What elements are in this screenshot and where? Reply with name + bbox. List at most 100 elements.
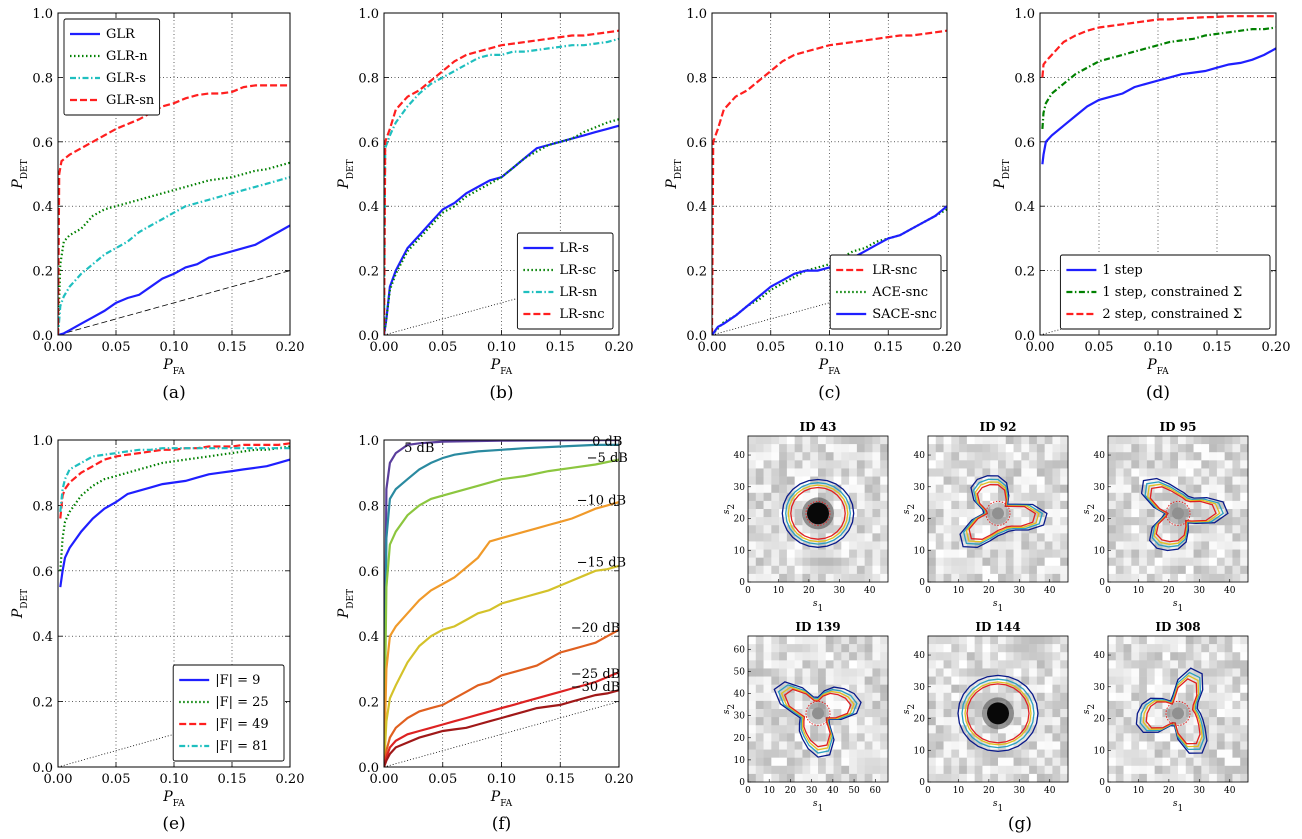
pixel — [1178, 476, 1187, 485]
pixel — [849, 676, 858, 685]
pixel — [1052, 484, 1061, 494]
pixel — [951, 557, 960, 567]
pixel — [928, 668, 937, 677]
pixel — [1013, 549, 1022, 558]
pixel — [935, 525, 944, 534]
pixel — [959, 573, 968, 583]
pixel — [1178, 565, 1187, 575]
pixel — [1162, 573, 1171, 583]
pixel — [1131, 636, 1140, 645]
pixel — [998, 644, 1007, 653]
pixel — [1185, 765, 1194, 775]
series-line-b-2 — [384, 37, 619, 335]
pixel — [763, 484, 772, 494]
pixel — [1060, 660, 1069, 669]
pixel — [1036, 749, 1045, 758]
x-tick-label: 30 — [1014, 786, 1026, 796]
pixel — [1178, 573, 1187, 583]
pixel — [1193, 484, 1202, 494]
x-axis-label: s1 — [813, 799, 823, 814]
pixel — [1044, 741, 1053, 750]
pixel — [856, 492, 865, 502]
pixel — [1193, 773, 1202, 783]
pixel — [1139, 668, 1148, 677]
pixel — [779, 525, 788, 534]
pixel — [748, 741, 757, 750]
pixel — [1123, 525, 1132, 534]
pixel — [1209, 557, 1218, 567]
pixel — [880, 460, 889, 469]
pixel — [1005, 636, 1014, 645]
pixel — [1224, 700, 1233, 710]
pixel — [1209, 668, 1218, 677]
pixel — [810, 468, 819, 477]
pixel — [880, 741, 889, 750]
series-line-a-3 — [58, 84, 290, 335]
pixel — [864, 565, 873, 575]
pixel — [1060, 468, 1069, 477]
pixel — [786, 757, 795, 767]
x-tick-label: 0 — [925, 786, 931, 796]
pixel — [935, 700, 944, 710]
pixel — [1029, 652, 1038, 661]
pixel — [1123, 549, 1132, 558]
pixel — [928, 725, 937, 734]
pixel — [1170, 676, 1179, 685]
pixel — [864, 452, 873, 461]
pixel — [943, 500, 952, 510]
pixel — [1162, 749, 1171, 758]
pixel — [1044, 533, 1053, 542]
pixel — [849, 436, 858, 445]
legend-label-2: LR-sn — [559, 285, 597, 300]
pixel — [1013, 717, 1022, 726]
pixel — [959, 660, 968, 669]
pixel — [1201, 509, 1210, 518]
pixel — [1013, 660, 1022, 669]
pixel — [794, 717, 803, 726]
pixel — [833, 684, 842, 694]
pixel — [1139, 500, 1148, 510]
pixel — [1216, 557, 1225, 567]
center-blob — [987, 702, 1009, 725]
y-tick-label: 1.0 — [358, 7, 379, 22]
pixel — [818, 636, 827, 645]
pixel — [982, 436, 991, 445]
pixel — [880, 733, 889, 742]
pixel — [849, 468, 858, 477]
pixel — [959, 709, 968, 718]
pixel — [1131, 492, 1140, 502]
center-blob — [1172, 507, 1184, 520]
pixel — [786, 660, 795, 669]
pixel — [802, 452, 811, 461]
x-tick-label: 20 — [803, 586, 815, 596]
pixel — [802, 709, 811, 718]
pixel — [1029, 452, 1038, 461]
pixel — [1216, 644, 1225, 653]
pixel — [818, 660, 827, 669]
x-tick-label: 0.00 — [1026, 340, 1055, 355]
pixel — [1131, 725, 1140, 734]
pixel — [763, 757, 772, 767]
pixel — [935, 452, 944, 461]
pixel — [1224, 509, 1233, 518]
pixel — [1131, 749, 1140, 758]
pixel — [1170, 444, 1179, 453]
pixel — [880, 525, 889, 534]
pixel — [1044, 717, 1053, 726]
pixel — [849, 533, 858, 542]
pixel — [951, 668, 960, 677]
pixel — [966, 700, 975, 710]
pixel — [786, 436, 795, 445]
pixel — [1123, 765, 1132, 775]
pixel — [1052, 660, 1061, 669]
pixel — [1193, 636, 1202, 645]
pixel — [818, 573, 827, 583]
legend-label-0: GLR — [106, 27, 136, 42]
y-tick-label: 30 — [914, 483, 926, 493]
pixel — [833, 565, 842, 575]
pixel — [990, 684, 999, 694]
pixel — [841, 644, 850, 653]
panel-caption-a: (a) — [162, 383, 185, 403]
pixel — [1162, 717, 1171, 726]
pixel — [1154, 676, 1163, 685]
